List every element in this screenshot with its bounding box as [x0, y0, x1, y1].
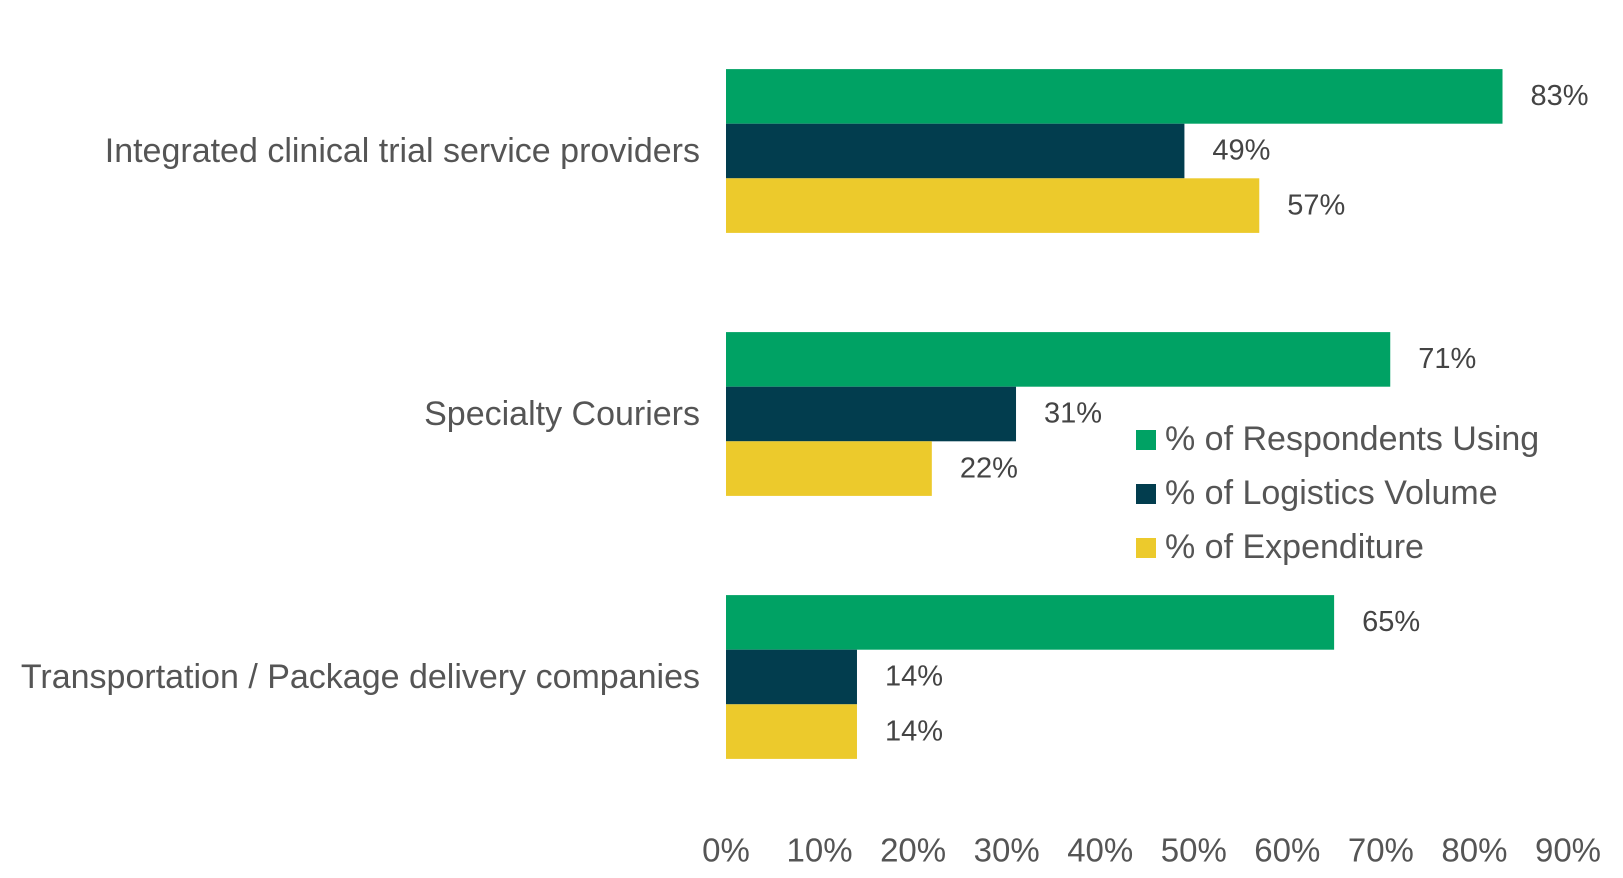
- legend-swatch: [1136, 538, 1156, 558]
- category-label: Integrated clinical trial service provid…: [0, 129, 700, 173]
- x-tick-label: 40%: [1067, 832, 1133, 869]
- category-text: Specialty Couriers: [424, 395, 700, 433]
- x-tick-label: 10%: [787, 832, 853, 869]
- category-label: Transportation / Package delivery compan…: [0, 655, 700, 699]
- legend-label: % of Logistics Volume: [1165, 474, 1498, 512]
- x-tick-label: 70%: [1348, 832, 1414, 869]
- bar: [726, 441, 932, 496]
- x-tick-label: 20%: [880, 832, 946, 869]
- bar: [726, 595, 1335, 650]
- legend-label: % of Expenditure: [1165, 528, 1424, 566]
- bar: [726, 178, 1260, 233]
- value-label: 22%: [960, 452, 1018, 484]
- legend-swatch: [1136, 484, 1156, 504]
- value-label: 65%: [1362, 606, 1420, 638]
- x-tick-label: 80%: [1441, 832, 1507, 869]
- value-label: 71%: [1418, 343, 1476, 375]
- x-tick-label: 60%: [1254, 832, 1320, 869]
- bar: [726, 69, 1503, 124]
- value-label: 57%: [1287, 189, 1345, 221]
- category-text: Integrated clinical trial service provid…: [104, 132, 700, 170]
- x-tick-label: 50%: [1161, 832, 1227, 869]
- bar: [726, 123, 1185, 179]
- category-label: Specialty Couriers: [0, 392, 700, 436]
- bar: [726, 649, 857, 705]
- value-label: 83%: [1531, 80, 1589, 112]
- value-label: 14%: [885, 661, 943, 693]
- legend-label: % of Respondents Using: [1165, 420, 1539, 458]
- x-tick-label: 0%: [702, 832, 750, 869]
- x-tick-label: 30%: [974, 832, 1040, 869]
- category-text: Transportation / Package delivery compan…: [20, 658, 700, 696]
- value-label: 49%: [1212, 135, 1270, 167]
- bar: [726, 704, 857, 759]
- x-tick-label: 90%: [1535, 832, 1601, 869]
- value-label: 31%: [1044, 398, 1102, 430]
- bar: [726, 386, 1017, 442]
- legend-swatch: [1136, 430, 1156, 450]
- value-label: 14%: [885, 715, 943, 747]
- bar: [726, 332, 1391, 387]
